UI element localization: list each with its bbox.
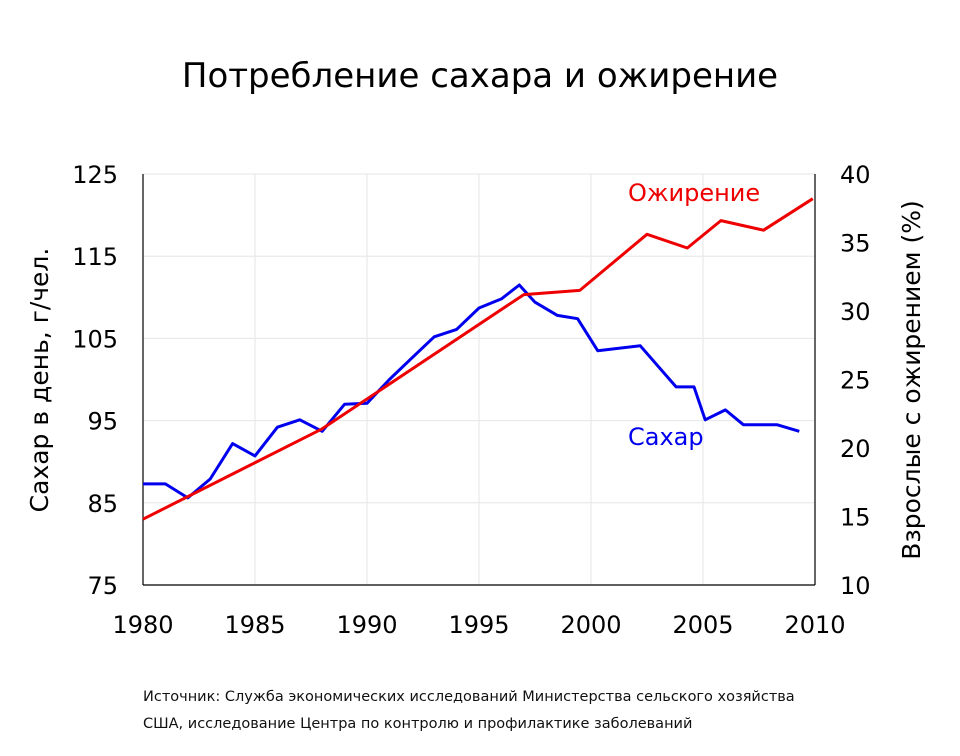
y-tick-label: 105 — [72, 325, 118, 353]
sugar-obesity-chart: Потребление сахара и ожирение 75 85 95 105 1… — [25, 56, 926, 639]
y2-tick-label: 15 — [840, 504, 871, 532]
x-tick-label: 1990 — [336, 611, 397, 639]
source-note: Источник: Служба экономических исследова… — [143, 684, 843, 738]
x-tick-label: 2000 — [560, 611, 621, 639]
y2-tick-label: 30 — [840, 298, 871, 326]
series-label-sugar: Сахар — [628, 423, 704, 451]
source-line-2: США, исследование Центра по контролю и п… — [143, 716, 693, 732]
series-lines — [142, 197, 814, 521]
y2-tick-label: 40 — [840, 161, 871, 189]
series-line-obesity — [142, 197, 814, 521]
y2-tick-label: 20 — [840, 435, 871, 463]
y-tick-label: 95 — [87, 408, 118, 436]
chart-title: Потребление сахара и ожирение — [182, 56, 778, 96]
y2-tick-label: 35 — [840, 230, 871, 258]
source-line-1: Источник: Служба экономических исследова… — [143, 689, 795, 705]
y2-axis-title: Взрослые с ожирением (%) — [897, 200, 926, 559]
y-tick-label: 85 — [87, 490, 118, 518]
x-tick-label: 1995 — [448, 611, 509, 639]
x-tick-label: 2005 — [672, 611, 733, 639]
y-tick-label: 125 — [72, 161, 118, 189]
x-tick-label: 2010 — [784, 611, 845, 639]
y-tick-label: 75 — [87, 572, 118, 600]
y-tick-label: 115 — [72, 243, 118, 271]
y-axis-title: Сахар в день, г/чел. — [25, 248, 54, 513]
grid — [142, 173, 816, 586]
y2-tick-label: 10 — [840, 572, 871, 600]
series-label-obesity: Ожирение — [628, 179, 760, 207]
tick-labels: 75 85 95 105 115 125 1980 1985 1990 1995 2000 2005 2… — [72, 161, 870, 639]
x-tick-label: 1980 — [112, 611, 173, 639]
series-line-sugar — [143, 283, 800, 500]
x-tick-label: 1985 — [224, 611, 285, 639]
y2-tick-label: 25 — [840, 367, 871, 395]
axes — [142, 174, 816, 586]
